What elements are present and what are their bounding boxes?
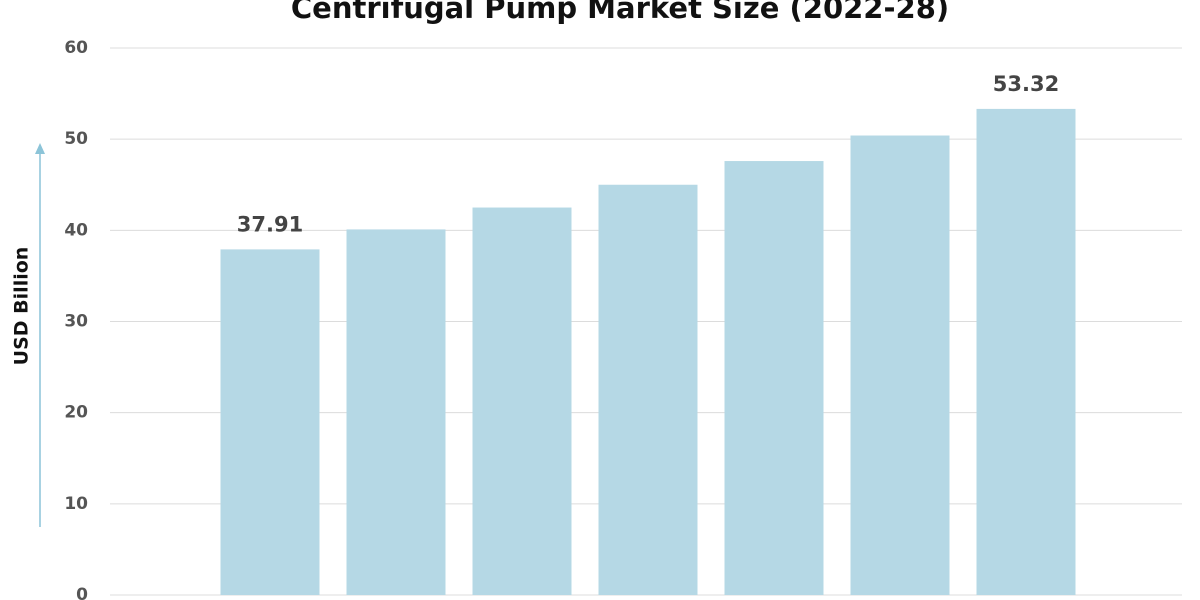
bar <box>976 108 1076 596</box>
y-tick-label: 0 <box>76 585 88 600</box>
value-label: 53.32 <box>993 72 1059 96</box>
value-label: 37.91 <box>237 212 303 236</box>
y-tick-label: 20 <box>64 403 88 423</box>
bar <box>850 135 950 595</box>
y-tick-label: 50 <box>64 129 88 149</box>
bar <box>598 184 698 595</box>
y-tick-label: 10 <box>64 494 88 514</box>
y-tick-label: 40 <box>64 220 88 240</box>
bar <box>472 207 572 595</box>
axis-arrow-head <box>35 143 45 154</box>
bar <box>346 229 446 595</box>
y-axis-label: USD Billion <box>11 247 33 366</box>
y-tick-label: 60 <box>64 38 88 58</box>
bar <box>724 161 824 595</box>
chart-title: Centrifugal Pump Market Size (2022-28) <box>291 0 949 25</box>
y-tick-label: 30 <box>64 312 88 332</box>
bar <box>220 249 320 596</box>
